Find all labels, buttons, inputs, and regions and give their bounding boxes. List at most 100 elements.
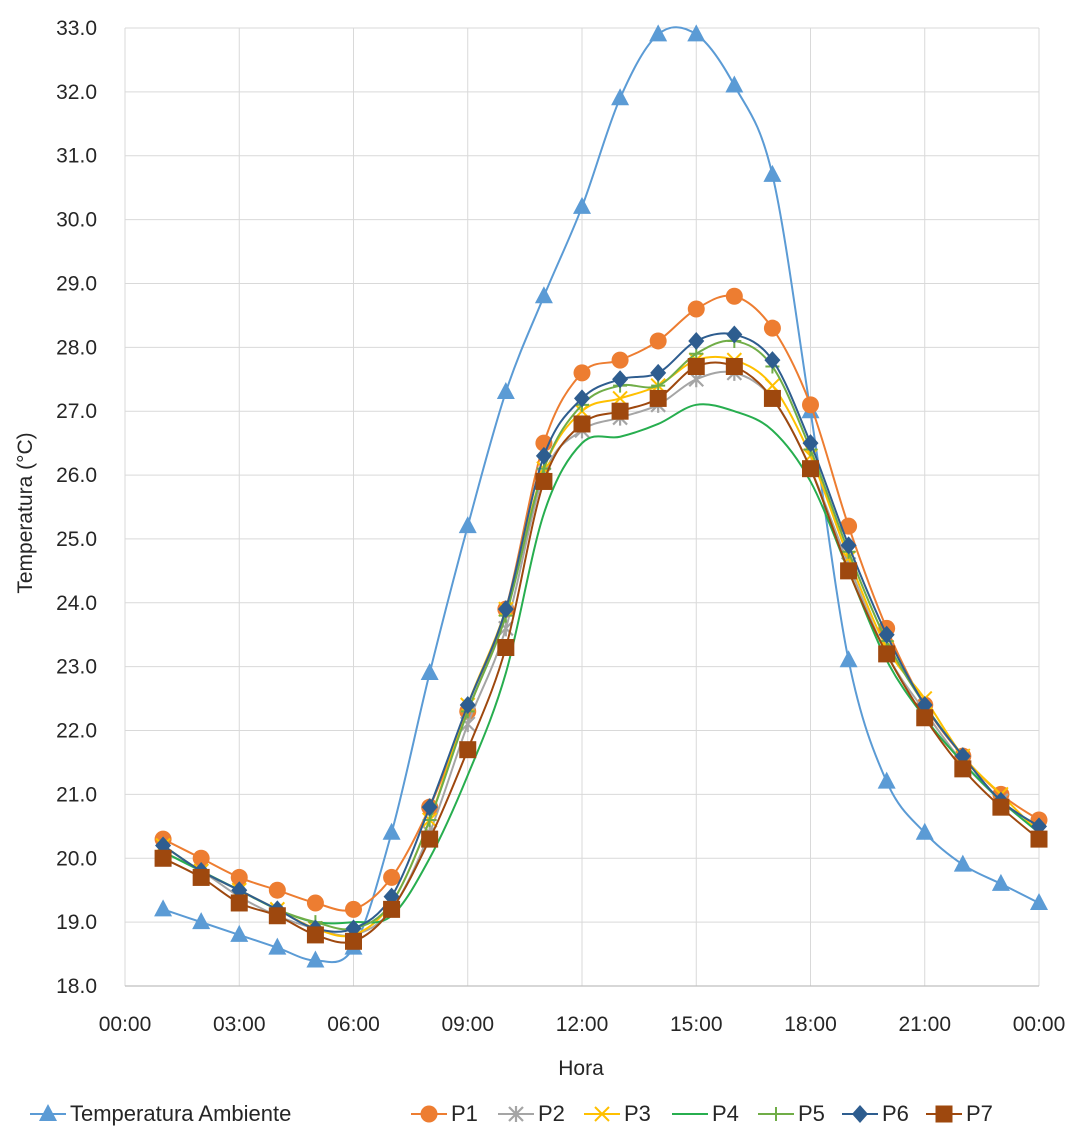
legend-item: P4 <box>672 1101 739 1126</box>
data-point <box>839 650 858 668</box>
y-tick-label: 32.0 <box>56 81 97 104</box>
data-point <box>573 196 591 214</box>
data-point <box>459 741 477 759</box>
data-point <box>1030 830 1048 848</box>
data-point <box>306 894 324 912</box>
data-point <box>725 75 744 93</box>
series-line <box>162 370 1040 937</box>
data-point <box>687 357 705 375</box>
legend-label: Temperatura Ambiente <box>70 1101 291 1126</box>
series-p4 <box>162 403 1040 925</box>
series-p2 <box>155 364 1047 943</box>
data-point <box>306 926 324 944</box>
y-tick-label: 31.0 <box>56 145 97 168</box>
data-point <box>802 434 819 453</box>
data-point <box>534 286 553 304</box>
y-tick-label: 28.0 <box>56 336 97 359</box>
data-point <box>877 771 896 789</box>
data-point <box>383 900 401 918</box>
data-point <box>763 164 782 182</box>
x-axis-title: Hora <box>558 1057 604 1080</box>
data-point <box>1030 892 1048 910</box>
y-tick-label: 29.0 <box>56 272 97 295</box>
data-point <box>687 300 705 318</box>
series-lines <box>154 24 1048 968</box>
data-point <box>953 854 972 872</box>
data-point <box>497 639 515 657</box>
legend-item: P3 <box>584 1101 651 1126</box>
data-point <box>916 709 934 727</box>
data-point <box>192 868 210 886</box>
x-tick-label: 15:00 <box>670 1013 723 1036</box>
y-tick-label: 23.0 <box>56 656 97 679</box>
legend-label: P7 <box>966 1101 993 1126</box>
legend-item: Temperatura Ambiente <box>30 1101 291 1126</box>
data-point <box>726 325 743 344</box>
y-axis-title: Temperatura (°C) <box>14 432 37 593</box>
series-p3 <box>155 352 1047 943</box>
legend-item: P1 <box>411 1101 478 1126</box>
y-tick-label: 30.0 <box>56 209 97 232</box>
x-tick-label: 18:00 <box>784 1013 837 1036</box>
data-point <box>650 363 667 382</box>
legend-marker <box>852 1105 868 1123</box>
data-point <box>573 415 591 433</box>
data-point <box>840 536 857 555</box>
data-point <box>154 899 173 917</box>
data-point <box>230 924 249 942</box>
legend-item: P5 <box>758 1101 825 1126</box>
data-point <box>840 562 858 580</box>
x-tick-label: 21:00 <box>898 1013 951 1036</box>
data-point <box>306 950 325 968</box>
data-point <box>991 873 1010 891</box>
legend-item: P7 <box>926 1101 993 1126</box>
data-point <box>612 370 629 389</box>
x-tick-label: 12:00 <box>556 1013 609 1036</box>
series-p6 <box>155 325 1047 938</box>
data-point <box>764 351 781 370</box>
data-point <box>459 695 476 714</box>
y-tick-label: 18.0 <box>56 975 97 998</box>
data-point <box>725 357 743 375</box>
data-point <box>421 798 438 817</box>
legend-item: P2 <box>498 1101 565 1126</box>
series-p7 <box>154 357 1048 950</box>
legend-label: P5 <box>798 1101 825 1126</box>
series-line <box>162 403 1040 925</box>
legend-marker <box>769 1107 783 1121</box>
data-point <box>954 760 972 778</box>
data-point <box>420 663 439 681</box>
legend-label: P3 <box>624 1101 651 1126</box>
data-point <box>192 849 210 867</box>
x-tick-label: 09:00 <box>441 1013 494 1036</box>
data-point <box>763 389 781 407</box>
y-tick-label: 27.0 <box>56 400 97 423</box>
series-line <box>162 339 1040 931</box>
legend-label: P2 <box>538 1101 565 1126</box>
x-tick-label: 03:00 <box>213 1013 266 1036</box>
series-p5 <box>156 333 1046 936</box>
data-point <box>763 319 781 337</box>
data-point <box>725 287 743 305</box>
legend-label: P4 <box>712 1101 739 1126</box>
data-point <box>878 645 896 663</box>
data-point <box>154 849 172 867</box>
y-tick-label: 22.0 <box>56 720 97 743</box>
grid-lines <box>124 27 1040 987</box>
data-point <box>268 907 286 925</box>
series-line <box>162 361 1040 944</box>
data-point <box>345 932 362 950</box>
y-tick-label: 25.0 <box>56 528 97 551</box>
legend-marker <box>594 1106 610 1122</box>
x-axis-tick-labels: 00:00 03:00 06:00 09:00 12:00 15:00 18:00 21:00… <box>99 1013 1066 1036</box>
data-point <box>688 331 705 350</box>
data-point <box>878 625 895 644</box>
data-point <box>802 460 819 478</box>
data-point <box>611 402 629 420</box>
y-tick-label: 26.0 <box>56 464 97 487</box>
y-tick-label: 19.0 <box>56 911 97 934</box>
data-point <box>573 364 591 382</box>
data-point <box>535 446 552 465</box>
data-point <box>915 822 934 840</box>
